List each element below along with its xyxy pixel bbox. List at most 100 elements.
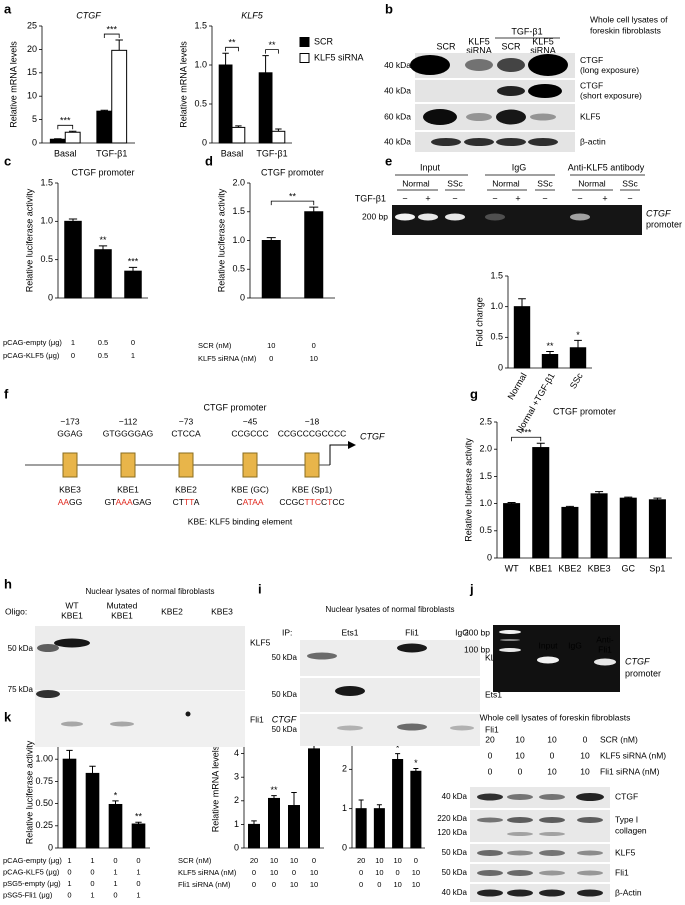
label: TGF-β1	[355, 193, 386, 203]
band	[507, 850, 533, 856]
panel-label: k	[4, 709, 12, 724]
blot	[35, 691, 245, 747]
y-tick-label: 1	[234, 819, 239, 829]
y-tick-label: 2.5	[479, 416, 492, 426]
label: IgG	[568, 640, 582, 650]
y-axis-label: Relative mRNA levels	[178, 41, 188, 128]
condition-value: 1	[90, 890, 94, 899]
band	[507, 794, 533, 800]
condition-value: 10	[290, 880, 298, 889]
bar	[62, 758, 77, 849]
condition-value: 0	[113, 856, 117, 865]
condition-value: 0	[136, 856, 140, 865]
sequence-part: GAG	[133, 497, 152, 507]
bar	[64, 220, 82, 299]
significance: ***	[106, 24, 117, 34]
chart-title: CTGF	[272, 714, 297, 724]
condition-value: 0	[414, 856, 418, 865]
label: β-actin	[580, 136, 606, 146]
sequence-part: TTC	[304, 497, 321, 507]
label: SSc	[622, 178, 638, 188]
y-tick-label: 1.5	[194, 20, 207, 30]
bar	[561, 506, 579, 559]
y-tick-label: 0.5	[194, 98, 207, 108]
band	[110, 721, 134, 727]
label: −	[627, 193, 632, 203]
y-axis-label: Relative mRNA levels	[8, 41, 18, 128]
error-bar	[128, 266, 138, 272]
label: −73	[179, 416, 194, 426]
label: promoter	[625, 668, 661, 678]
condition-value: 10	[310, 880, 318, 889]
label: Ets1	[341, 627, 358, 637]
condition-label: pCAG-empty (μg)	[3, 338, 62, 347]
condition-value: 1	[113, 879, 117, 888]
blot	[415, 132, 575, 152]
legend-label: KLF5 siRNA	[314, 52, 364, 62]
band	[423, 109, 457, 125]
legend-swatch	[299, 37, 310, 47]
sequence-part: CCGC	[279, 497, 304, 507]
bar	[258, 72, 273, 144]
bar	[108, 803, 123, 849]
marker: 40 kDa	[384, 85, 411, 95]
x-tick-label: Basal	[54, 148, 77, 158]
bar	[271, 130, 286, 144]
label: 10	[547, 734, 557, 744]
chart-title: CTGF promoter	[71, 167, 134, 177]
band	[418, 213, 438, 221]
label: 120 kDa	[437, 828, 467, 837]
significance: **	[135, 812, 143, 822]
label: GTGGGGAG	[103, 428, 154, 438]
error-bar	[595, 491, 604, 494]
label: 100 bp	[464, 644, 490, 654]
condition-value: 0	[312, 341, 316, 350]
y-tick-label: 1.5	[479, 471, 492, 481]
band	[577, 889, 603, 897]
bracket	[511, 436, 542, 442]
error-bar	[235, 125, 242, 128]
band	[594, 658, 616, 666]
significance: *	[414, 758, 418, 768]
condition-value: 20	[357, 856, 365, 865]
condition-value: 0	[90, 879, 94, 888]
y-tick-label: 0	[487, 552, 492, 562]
condition-value: 0	[67, 890, 71, 899]
label: Normal	[578, 178, 606, 188]
condition-value: 1	[136, 867, 140, 876]
band	[507, 832, 533, 836]
label: 75 kDa	[8, 685, 34, 694]
label: KBE2	[175, 484, 197, 494]
band	[507, 889, 533, 897]
label: siRNA	[466, 45, 492, 55]
label: Fli1	[615, 867, 629, 877]
x-tick-label: KBE3	[588, 563, 611, 573]
error-bar	[395, 753, 401, 760]
mutant-sequence: AAGG	[58, 497, 83, 507]
y-tick-label: 4	[234, 748, 239, 758]
label: −	[577, 193, 582, 203]
error-bar	[653, 497, 662, 500]
label: 50 kDa	[272, 690, 298, 699]
label: KLF5	[250, 637, 271, 647]
label: KBE1	[111, 610, 133, 620]
bar	[268, 797, 280, 849]
label: Whole cell lysates of	[590, 14, 668, 24]
label: +	[602, 193, 607, 203]
y-tick-label: 0	[234, 842, 239, 852]
band	[539, 794, 565, 800]
panel-label: d	[205, 153, 213, 168]
label: 0	[488, 750, 493, 760]
error-bar	[89, 765, 96, 774]
bracket	[225, 46, 239, 52]
band	[507, 817, 533, 823]
band	[397, 643, 427, 653]
y-axis-label: Relative luciferase activity	[24, 740, 34, 844]
condition-value: 1	[136, 890, 140, 899]
sequence-part: A	[194, 497, 200, 507]
significance: ***	[60, 116, 71, 126]
label: Ets1	[485, 689, 502, 699]
bar	[49, 138, 66, 144]
label: SCR	[501, 41, 521, 51]
bar	[308, 748, 320, 849]
